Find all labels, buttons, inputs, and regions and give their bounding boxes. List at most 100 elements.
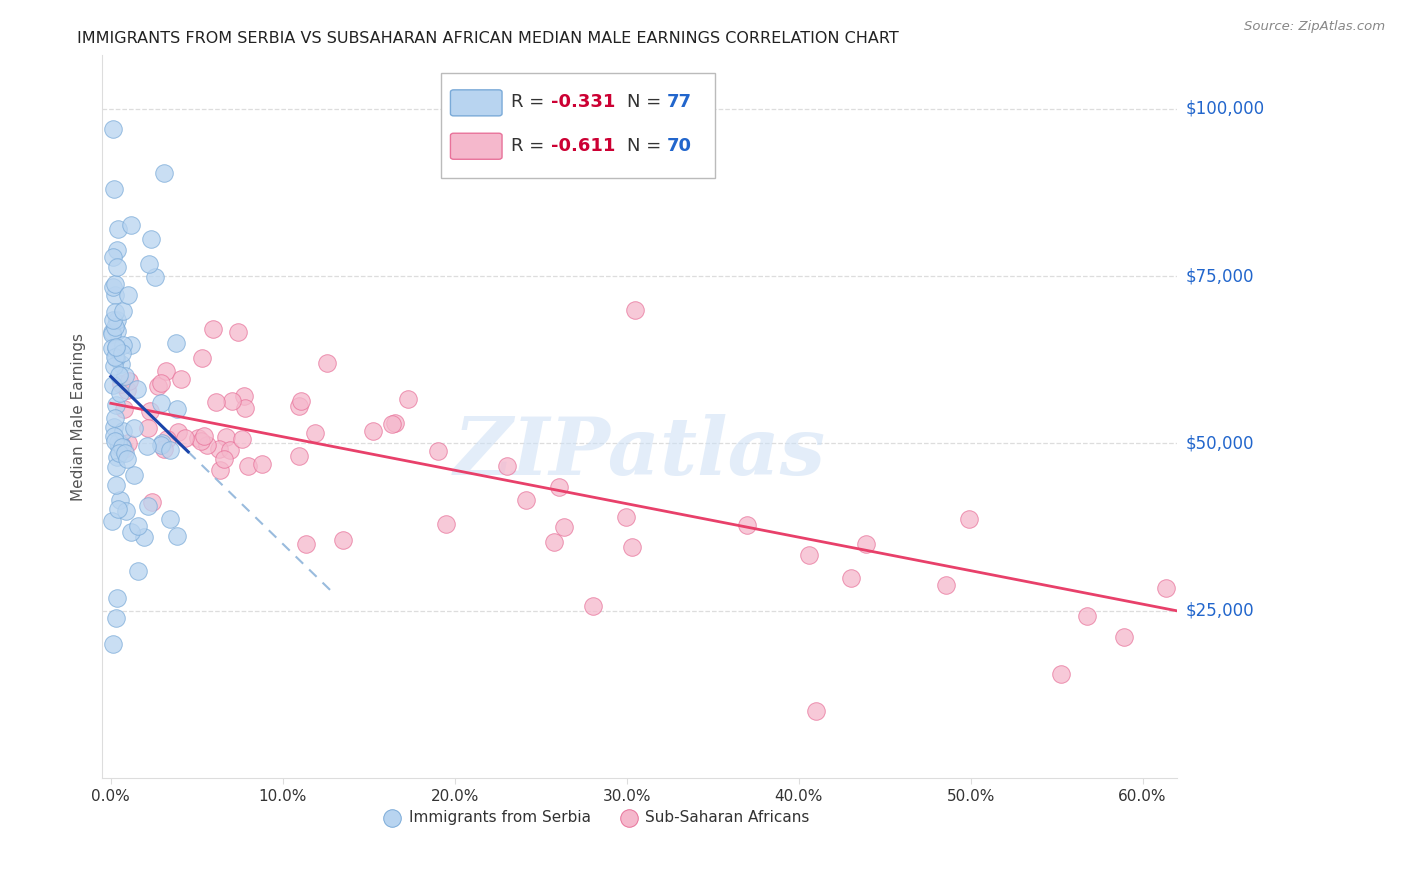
Point xyxy=(117,436,139,450)
Point xyxy=(208,463,231,477)
Point xyxy=(195,437,218,451)
Point xyxy=(105,312,128,326)
Point xyxy=(231,432,253,446)
Point xyxy=(114,368,136,383)
Point xyxy=(104,478,127,492)
Point xyxy=(361,424,384,438)
Point xyxy=(233,389,256,403)
Point xyxy=(1050,666,1073,681)
Point xyxy=(139,404,162,418)
Point xyxy=(104,410,127,425)
Point xyxy=(215,429,238,443)
Point xyxy=(120,218,142,232)
Text: -0.611: -0.611 xyxy=(551,136,616,154)
Point xyxy=(153,442,176,457)
Point xyxy=(204,395,226,409)
Point xyxy=(396,392,419,406)
Text: Sub-Saharan Africans: Sub-Saharan Africans xyxy=(645,811,810,825)
Point xyxy=(104,288,127,302)
Text: R =: R = xyxy=(510,136,550,154)
Point xyxy=(855,537,877,551)
Point xyxy=(159,512,181,526)
Point xyxy=(121,338,143,352)
Point xyxy=(294,537,316,551)
Point xyxy=(193,429,215,443)
Point xyxy=(187,431,209,445)
Point xyxy=(190,434,212,449)
Point xyxy=(150,396,173,410)
Point xyxy=(136,421,159,435)
Point xyxy=(238,459,260,474)
Point xyxy=(543,535,565,549)
Point xyxy=(616,510,638,524)
Point xyxy=(107,440,129,454)
Point xyxy=(104,341,127,355)
Point xyxy=(115,383,138,397)
Point xyxy=(146,379,169,393)
Text: -0.331: -0.331 xyxy=(551,93,616,112)
Point xyxy=(515,493,537,508)
Point xyxy=(426,443,449,458)
FancyBboxPatch shape xyxy=(450,133,502,160)
FancyBboxPatch shape xyxy=(450,90,502,116)
Point xyxy=(957,512,980,526)
Point xyxy=(1154,581,1177,595)
Point xyxy=(166,401,188,416)
Point xyxy=(174,431,197,445)
Point xyxy=(621,541,644,555)
Point xyxy=(105,324,128,338)
Point xyxy=(553,519,575,533)
Point xyxy=(101,514,124,528)
Point xyxy=(434,516,457,531)
Point xyxy=(105,342,128,356)
Point xyxy=(112,425,135,439)
Text: Immigrants from Serbia: Immigrants from Serbia xyxy=(409,811,591,825)
Point xyxy=(111,440,134,454)
Point xyxy=(104,434,127,449)
Point xyxy=(170,372,193,386)
Text: ZIPatlas: ZIPatlas xyxy=(454,414,825,491)
Point xyxy=(114,446,136,460)
Point xyxy=(117,288,139,302)
Text: 77: 77 xyxy=(666,93,692,112)
Point xyxy=(105,450,128,464)
Point xyxy=(252,457,274,471)
Point xyxy=(839,571,862,585)
Point xyxy=(737,517,759,532)
Point xyxy=(226,325,249,339)
Point xyxy=(332,533,354,547)
Point xyxy=(564,771,586,785)
Point xyxy=(125,382,148,396)
Point xyxy=(149,376,172,390)
Point xyxy=(101,250,124,264)
Point xyxy=(111,346,134,360)
Point xyxy=(107,502,129,516)
Point xyxy=(101,121,124,136)
Point xyxy=(127,519,149,533)
Point xyxy=(149,437,172,451)
Point xyxy=(117,451,139,466)
Point xyxy=(110,357,132,371)
Point xyxy=(155,364,177,378)
Point xyxy=(104,320,127,334)
Point xyxy=(221,394,243,409)
Point xyxy=(108,386,131,401)
Point xyxy=(624,302,647,317)
Point xyxy=(122,468,145,483)
Text: N =: N = xyxy=(627,93,666,112)
Point xyxy=(122,421,145,435)
Point xyxy=(120,525,142,540)
Point xyxy=(132,530,155,544)
Point xyxy=(942,771,965,785)
Point xyxy=(150,435,173,450)
Point xyxy=(111,338,134,352)
Text: IMMIGRANTS FROM SERBIA VS SUBSAHARAN AFRICAN MEDIAN MALE EARNINGS CORRELATION CH: IMMIGRANTS FROM SERBIA VS SUBSAHARAN AFR… xyxy=(77,31,898,46)
Text: Source: ZipAtlas.com: Source: ZipAtlas.com xyxy=(1244,20,1385,33)
Point xyxy=(208,442,231,457)
Point xyxy=(105,351,128,366)
Point xyxy=(1076,609,1098,624)
Point xyxy=(167,425,190,439)
Point xyxy=(105,244,128,258)
Point xyxy=(582,599,605,613)
Text: $75,000: $75,000 xyxy=(1185,267,1254,285)
